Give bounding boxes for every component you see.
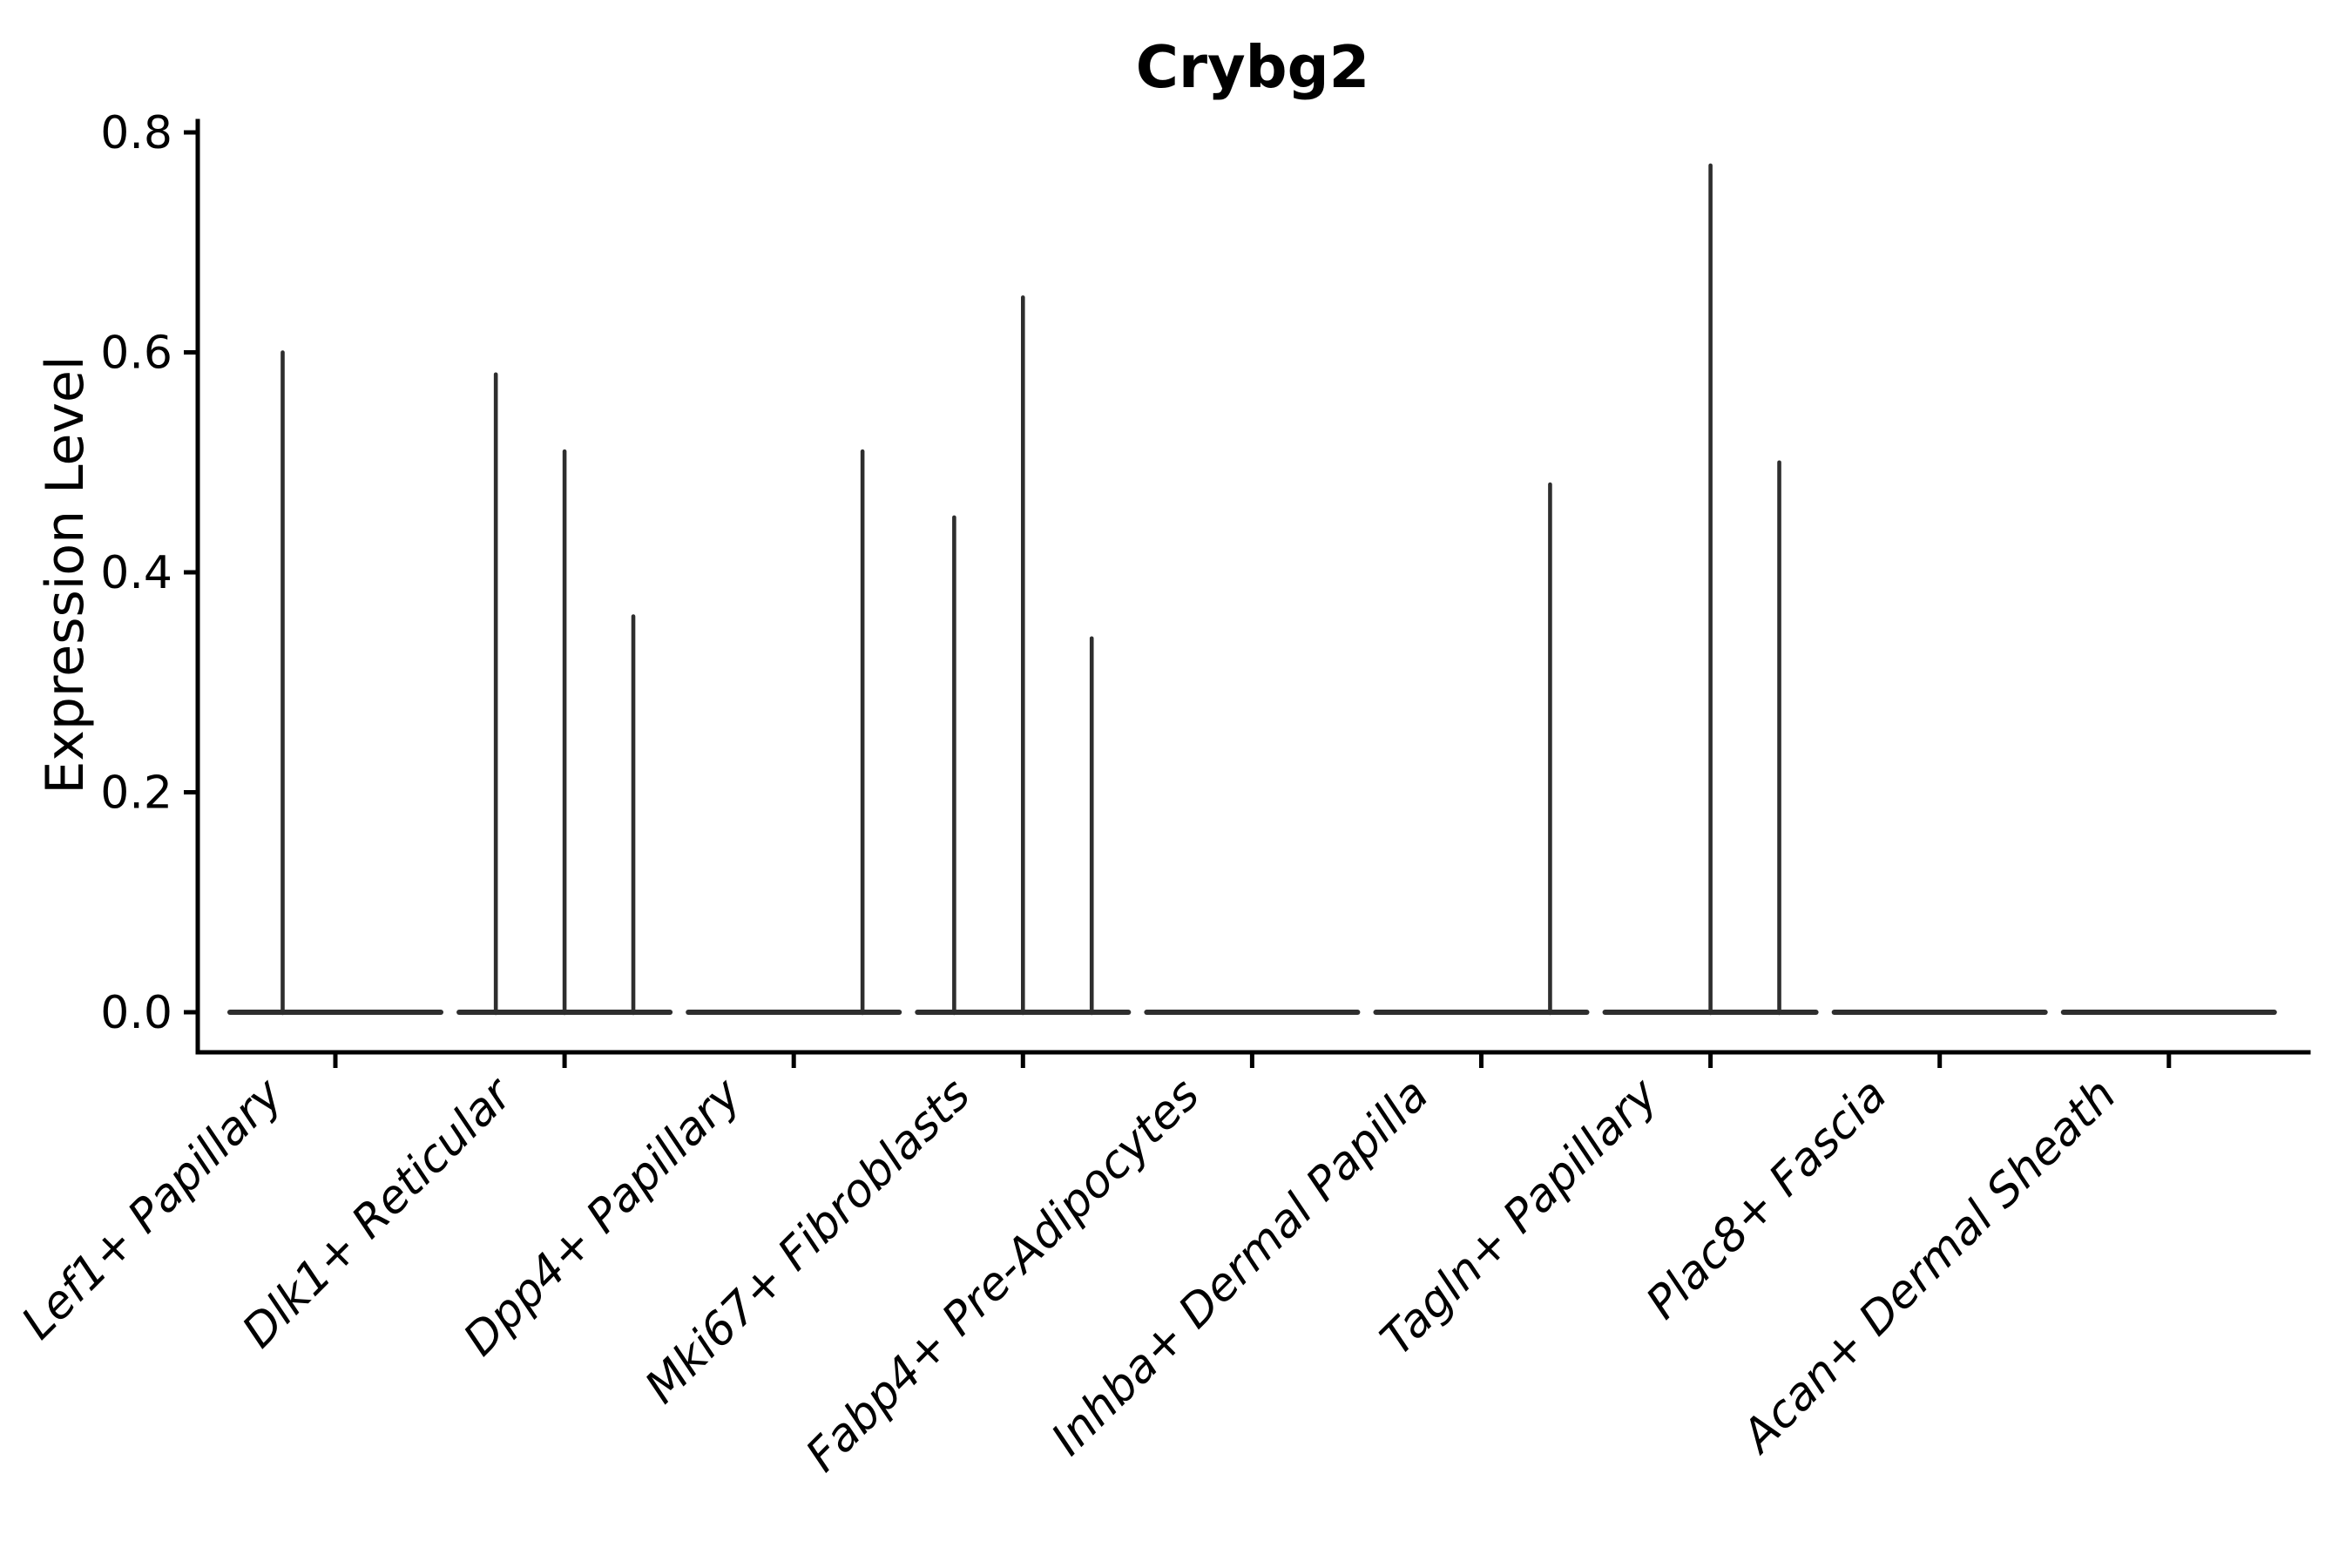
x-tick-label: Plac8+ Fascia (1637, 1069, 1897, 1329)
y-tick-label: 0.2 (100, 767, 172, 820)
violins (226, 163, 2277, 1016)
y-tick-label: 0.6 (100, 328, 172, 380)
plot-title: Crybg2 (1136, 33, 1369, 101)
y-tick-label: 0.0 (100, 987, 172, 1039)
y-axis-label: Expression Level (35, 355, 96, 794)
y-tick-label: 0.4 (100, 547, 172, 599)
x-tick-label: Fabp4+ Pre-Adipocytes (796, 1069, 1210, 1483)
y-axis-ticks: 0.0 0.2 0.4 0.6 0.8 (100, 107, 198, 1039)
y-tick-label: 0.8 (100, 107, 172, 159)
x-tick-label: Acan+ Dermal Sheath (1731, 1069, 2126, 1464)
x-tick-label: Inhba+ Dermal Papilla (1042, 1069, 1439, 1466)
